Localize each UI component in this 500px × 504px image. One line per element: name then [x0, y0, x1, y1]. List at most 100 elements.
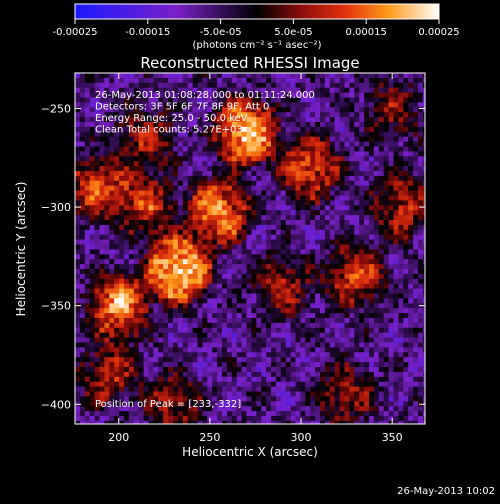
heatmap-cell: [222, 294, 227, 299]
heatmap-cell: [330, 245, 335, 250]
heatmap-cell: [349, 396, 354, 401]
heatmap-cell: [271, 367, 276, 372]
heatmap-cell: [340, 122, 345, 127]
heatmap-cell: [139, 313, 144, 318]
heatmap-cell: [340, 367, 345, 372]
heatmap-cell: [413, 318, 418, 323]
heatmap-cell: [119, 215, 124, 220]
heatmap-cell: [158, 387, 163, 392]
heatmap-cell: [394, 200, 399, 205]
heatmap-cell: [168, 156, 173, 161]
heatmap-cell: [100, 220, 105, 225]
heatmap-cell: [364, 343, 369, 348]
heatmap-cell: [251, 382, 256, 387]
heatmap-cell: [384, 181, 389, 186]
heatmap-cell: [389, 289, 394, 294]
heatmap-cell: [261, 166, 266, 171]
heatmap-cell: [134, 318, 139, 323]
heatmap-cell: [364, 142, 369, 147]
heatmap-cell: [369, 284, 374, 289]
heatmap-cell: [369, 254, 374, 259]
heatmap-cell: [139, 328, 144, 333]
heatmap-cell: [281, 406, 286, 411]
heatmap-cell: [251, 196, 256, 201]
heatmap-cell: [80, 323, 85, 328]
heatmap-cell: [296, 102, 301, 107]
heatmap-cell: [266, 249, 271, 254]
heatmap-cell: [100, 235, 105, 240]
heatmap-cell: [124, 308, 129, 313]
heatmap-cell: [144, 186, 149, 191]
heatmap-cell: [369, 200, 374, 205]
heatmap-cell: [423, 269, 428, 274]
heatmap-cell: [173, 367, 178, 372]
heatmap-cell: [403, 98, 408, 103]
heatmap-cell: [85, 279, 90, 284]
heatmap-cell: [276, 382, 281, 387]
heatmap-cell: [423, 98, 428, 103]
heatmap-cell: [379, 235, 384, 240]
heatmap-cell: [95, 220, 100, 225]
heatmap-cell: [202, 210, 207, 215]
heatmap-cell: [85, 132, 90, 137]
heatmap-cell: [281, 367, 286, 372]
heatmap-cell: [291, 249, 296, 254]
heatmap-cell: [384, 249, 389, 254]
heatmap-cell: [281, 151, 286, 156]
heatmap-cell: [408, 387, 413, 392]
heatmap-cell: [276, 274, 281, 279]
heatmap-cell: [129, 367, 134, 372]
heatmap-cell: [144, 284, 149, 289]
heatmap-cell: [418, 127, 423, 132]
heatmap-cell: [300, 102, 305, 107]
heatmap-cell: [168, 259, 173, 264]
heatmap-cell: [369, 362, 374, 367]
heatmap-cell: [75, 284, 80, 289]
heatmap-cell: [114, 245, 119, 250]
heatmap-cell: [281, 377, 286, 382]
heatmap-cell: [129, 284, 134, 289]
heatmap-cell: [384, 387, 389, 392]
heatmap-cell: [418, 254, 423, 259]
heatmap-cell: [359, 347, 364, 352]
heatmap-cell: [85, 220, 90, 225]
heatmap-cell: [408, 73, 413, 78]
heatmap-cell: [379, 205, 384, 210]
heatmap-cell: [276, 122, 281, 127]
heatmap-cell: [217, 220, 222, 225]
heatmap-cell: [227, 323, 232, 328]
heatmap-cell: [364, 191, 369, 196]
heatmap-cell: [389, 264, 394, 269]
heatmap-cell: [384, 98, 389, 103]
heatmap-cell: [296, 196, 301, 201]
heatmap-cell: [291, 377, 296, 382]
heatmap-cell: [124, 196, 129, 201]
heatmap-cell: [335, 102, 340, 107]
heatmap-cell: [261, 328, 266, 333]
heatmap-cell: [256, 303, 261, 308]
heatmap-cell: [266, 382, 271, 387]
heatmap-cell: [345, 245, 350, 250]
heatmap-cell: [335, 318, 340, 323]
heatmap-cell: [384, 401, 389, 406]
heatmap-cell: [413, 249, 418, 254]
heatmap-cell: [85, 318, 90, 323]
heatmap-cell: [296, 225, 301, 230]
heatmap-cell: [237, 284, 242, 289]
heatmap-cell: [345, 205, 350, 210]
heatmap-cell: [374, 362, 379, 367]
heatmap-cell: [335, 392, 340, 397]
heatmap-cell: [349, 73, 354, 78]
heatmap-cell: [104, 279, 109, 284]
heatmap-cell: [394, 151, 399, 156]
heatmap-cell: [369, 308, 374, 313]
heatmap-cell: [266, 328, 271, 333]
heatmap-cell: [237, 83, 242, 88]
heatmap-cell: [384, 318, 389, 323]
heatmap-cell: [188, 78, 193, 83]
heatmap-cell: [256, 235, 261, 240]
heatmap-cell: [217, 362, 222, 367]
heatmap-cell: [423, 284, 428, 289]
heatmap-cell: [266, 186, 271, 191]
heatmap-cell: [247, 161, 252, 166]
